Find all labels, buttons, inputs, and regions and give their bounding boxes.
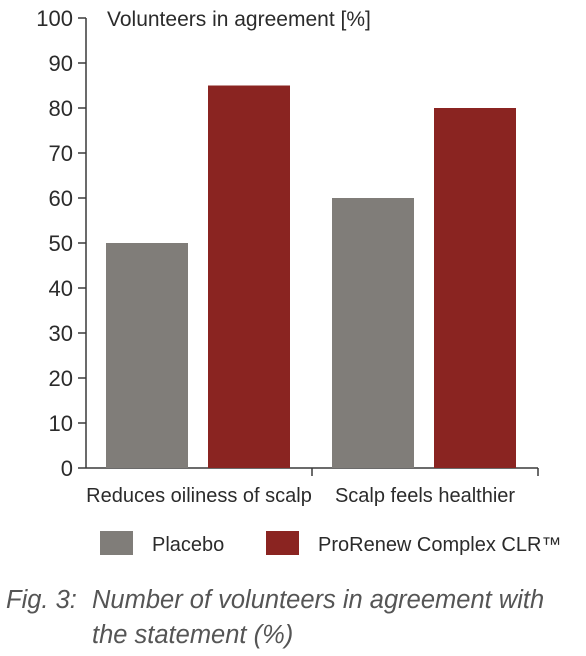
legend-swatch [266,531,299,555]
legend-label: Placebo [152,534,224,556]
y-axis-title: Volunteers in agreement [%] [107,8,371,31]
y-tick-label: 30 [49,321,73,346]
figure-number: Fig. 3: [6,586,77,614]
y-tick-label: 60 [49,186,73,211]
bar [106,243,188,468]
caption-line-1: Number of volunteers in agreement with [92,586,545,614]
bar [208,85,290,468]
y-tick-label: 100 [36,6,73,31]
bar [434,108,516,468]
bar [332,198,414,468]
y-tick-label: 70 [49,141,73,166]
figure-caption: Fig. 3: Number of volunteers in agreement… [6,583,584,653]
y-tick-label: 90 [49,51,73,76]
y-tick-label: 80 [49,96,73,121]
y-tick-label: 10 [49,411,73,436]
x-tick-label: Scalp feels healthier [335,485,515,507]
x-tick-label: Reduces oiliness of scalp [86,485,312,507]
legend-label: ProRenew Complex CLR™ [318,534,561,556]
y-tick-label: 0 [61,456,73,481]
y-tick-label: 20 [49,366,73,391]
bar-chart: 0 10 20 30 40 50 60 70 80 90 100 Volunteers in agre… [36,6,561,556]
legend-swatch [100,531,133,555]
y-tick-label: 40 [49,276,73,301]
y-tick-label: 50 [49,231,73,256]
caption-line-2: the statement (%) [92,621,294,649]
